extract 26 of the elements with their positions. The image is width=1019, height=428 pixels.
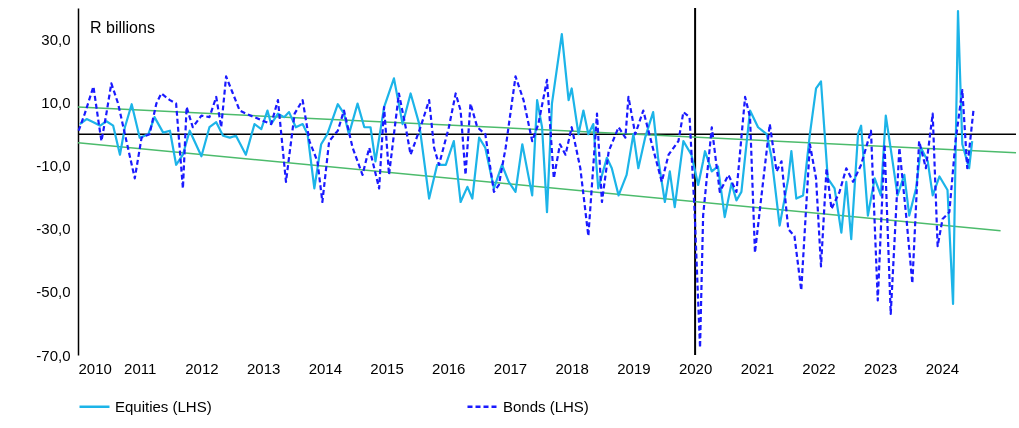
x-tick-label: 2010 xyxy=(78,359,112,377)
x-tick-label: 2020 xyxy=(678,359,713,377)
x-tick-label: 2015 xyxy=(370,359,404,377)
legend-label: Bonds (LHS) xyxy=(503,397,589,415)
x-tick-label: 2017 xyxy=(493,359,528,377)
y-tick-label: -10,0 xyxy=(36,157,71,175)
y-tick-label: -30,0 xyxy=(36,220,71,238)
x-tick-label: 2016 xyxy=(432,359,466,377)
y-tick-label: -50,0 xyxy=(36,283,71,301)
x-tick-label: 2011 xyxy=(124,359,157,377)
legend-label: Equities (LHS) xyxy=(115,397,212,415)
line-series xyxy=(77,75,975,349)
x-tick-label: 2012 xyxy=(185,359,219,377)
x-tick-label: 2023 xyxy=(864,359,898,377)
x-tick-label: 2021 xyxy=(740,359,774,377)
x-tick-label: 2013 xyxy=(246,359,281,377)
x-tick-label: 2014 xyxy=(308,359,343,377)
annotation: R billions xyxy=(90,19,155,36)
x-tick-label: 2019 xyxy=(617,359,651,377)
x-tick-label: 2022 xyxy=(802,359,836,377)
y-tick-label: -70,0 xyxy=(36,346,71,364)
x-tick-label: 2018 xyxy=(555,359,589,377)
y-tick-label: 10,0 xyxy=(41,94,71,112)
y-tick-label: 30,0 xyxy=(41,31,71,49)
line-series xyxy=(78,10,974,305)
x-tick-label: 2024 xyxy=(925,359,960,377)
